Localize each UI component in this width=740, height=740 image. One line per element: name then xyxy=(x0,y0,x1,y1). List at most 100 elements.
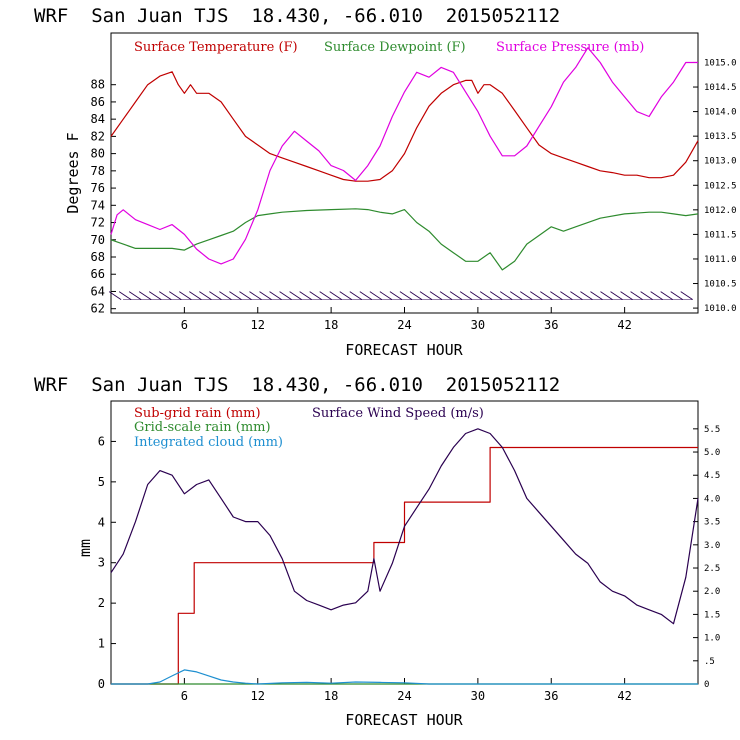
wind-barb xyxy=(108,291,122,301)
top-y-tick-label: 82 xyxy=(91,129,105,143)
top-y2-tick-label: 1015.0 xyxy=(704,58,737,68)
bottom-y2-tick-label: 2.0 xyxy=(704,587,720,597)
bottom-y2-tick-label: 1.0 xyxy=(704,634,720,644)
bottom-x-tick-label: 12 xyxy=(251,689,265,703)
top-y-tick-label: 76 xyxy=(91,181,105,195)
wind-barb xyxy=(339,291,353,301)
bottom-y-ticks: 0 1 2 3 4 5 6 xyxy=(98,434,116,691)
top-x-tick-label: 42 xyxy=(617,318,631,332)
bottom-y2-tick-label: 5.5 xyxy=(704,425,720,435)
wind-barb xyxy=(660,291,673,301)
wind-barb xyxy=(449,291,463,301)
top-y2-tick-label: 1011.5 xyxy=(704,230,737,240)
bottom-x-axis-label: FORECAST HOUR xyxy=(345,711,463,729)
series-line-surface-dewpoint xyxy=(110,208,699,271)
wind-barb xyxy=(299,291,312,301)
bottom-y2-tick-label: 3.5 xyxy=(704,518,720,528)
wind-barb xyxy=(499,291,513,301)
top-y2-tick-label: 1012.5 xyxy=(704,181,737,191)
legend-wind-speed: Surface Wind Speed (m/s) xyxy=(312,406,484,421)
top-y-tick-label: 88 xyxy=(91,78,105,92)
wind-barb xyxy=(640,291,653,301)
top-panel: WRF San Juan TJS 18.430, -66.010 2015052… xyxy=(34,5,737,359)
wind-barb xyxy=(409,291,423,301)
bottom-y2-tick-label: 5.0 xyxy=(704,448,720,458)
bottom-x-ticks: 6 12 18 24 30 36 42 xyxy=(181,678,632,703)
top-y-tick-label: 62 xyxy=(91,302,105,316)
wind-barb xyxy=(630,291,643,301)
top-y2-tick-label: 1010.5 xyxy=(704,280,737,290)
top-y2-tick-label: 1014.0 xyxy=(704,108,737,118)
wind-barb xyxy=(279,291,292,301)
top-y-tick-label: 86 xyxy=(91,95,105,109)
top-x-tick-label: 30 xyxy=(471,318,485,332)
wind-barb xyxy=(590,291,603,301)
wind-barb xyxy=(249,291,262,301)
top-y-tick-label: 74 xyxy=(91,198,105,212)
bottom-y2-tick-label: 2.5 xyxy=(704,564,720,574)
top-x-tick-label: 24 xyxy=(397,318,411,332)
wind-barb xyxy=(620,291,633,301)
series-line-surface-wind-speed xyxy=(110,428,699,625)
bottom-x-tick-label: 42 xyxy=(617,689,631,703)
bottom-y2-tick-label: 3.0 xyxy=(704,541,720,551)
wind-barb xyxy=(259,291,272,301)
bottom-y-tick-label: 5 xyxy=(98,475,105,489)
top-x-tick-label: 18 xyxy=(324,318,338,332)
legend-dewpoint: Surface Dewpoint (F) xyxy=(324,40,466,55)
top-chart-title: WRF San Juan TJS 18.430, -66.010 2015052… xyxy=(34,5,560,27)
bottom-y-axis-label: mm xyxy=(76,539,94,557)
top-y2-tick-label: 1013.5 xyxy=(704,132,737,142)
legend-pressure: Surface Pressure (mb) xyxy=(496,40,644,55)
wind-barb xyxy=(349,291,363,301)
series-line-sub-grid-rain xyxy=(111,446,698,685)
wind-barb xyxy=(419,291,433,301)
wind-barb xyxy=(199,291,212,301)
wind-barb xyxy=(459,291,473,301)
top-plot-frame xyxy=(110,32,699,314)
wind-barb xyxy=(540,291,553,301)
wind-barb xyxy=(128,291,142,301)
top-x-tick-label: 36 xyxy=(544,318,558,332)
bottom-x-tick-label: 36 xyxy=(544,689,558,703)
wind-barb xyxy=(169,291,182,301)
bottom-y-tick-label: 4 xyxy=(98,515,105,529)
bottom-y2-ticks: 0 .5 1.0 1.5 2.0 2.5 3.0 3.5 4.0 4.5 5.0 5.5 xyxy=(693,425,720,690)
wind-barb xyxy=(189,291,202,301)
series-line-surface-temperature xyxy=(110,71,699,182)
legend-integrated-cloud: Integrated cloud (mm) xyxy=(134,435,283,450)
bottom-y-tick-label: 2 xyxy=(98,596,105,610)
top-x-ticks: 6 12 18 24 30 36 42 xyxy=(181,307,632,332)
top-x-tick-label: 6 xyxy=(181,318,188,332)
top-y2-tick-label: 1013.0 xyxy=(704,157,737,167)
bottom-x-tick-label: 30 xyxy=(471,689,485,703)
wind-barb xyxy=(379,291,393,301)
wind-barb xyxy=(359,291,373,301)
series-line-integrated-cloud xyxy=(111,669,698,685)
wind-barb xyxy=(570,291,583,301)
top-y-tick-label: 84 xyxy=(91,112,105,126)
top-y2-tick-label: 1010.0 xyxy=(704,304,737,314)
top-y-tick-label: 80 xyxy=(91,147,105,161)
legend-gridscale-rain: Grid-scale rain (mm) xyxy=(134,420,271,435)
wind-barb xyxy=(329,291,342,301)
top-y2-tick-label: 1014.5 xyxy=(704,83,737,93)
wind-barb xyxy=(650,291,663,301)
wind-barb xyxy=(138,291,152,301)
wind-barb xyxy=(148,291,162,301)
wind-barb xyxy=(560,291,573,301)
wind-barb xyxy=(509,291,523,301)
wind-barb xyxy=(269,291,282,301)
bottom-x-tick-label: 6 xyxy=(181,689,188,703)
wind-barb xyxy=(399,291,413,301)
wind-barb xyxy=(239,291,252,301)
wind-barb xyxy=(429,291,443,301)
wind-barb xyxy=(209,291,222,301)
bottom-y2-tick-label: 0 xyxy=(704,680,709,690)
bottom-y2-tick-label: 1.5 xyxy=(704,610,720,620)
wind-barb xyxy=(159,291,172,301)
bottom-panel: WRF San Juan TJS 18.430, -66.010 2015052… xyxy=(34,374,720,729)
wind-barb xyxy=(369,291,383,301)
wind-barb xyxy=(469,291,483,301)
